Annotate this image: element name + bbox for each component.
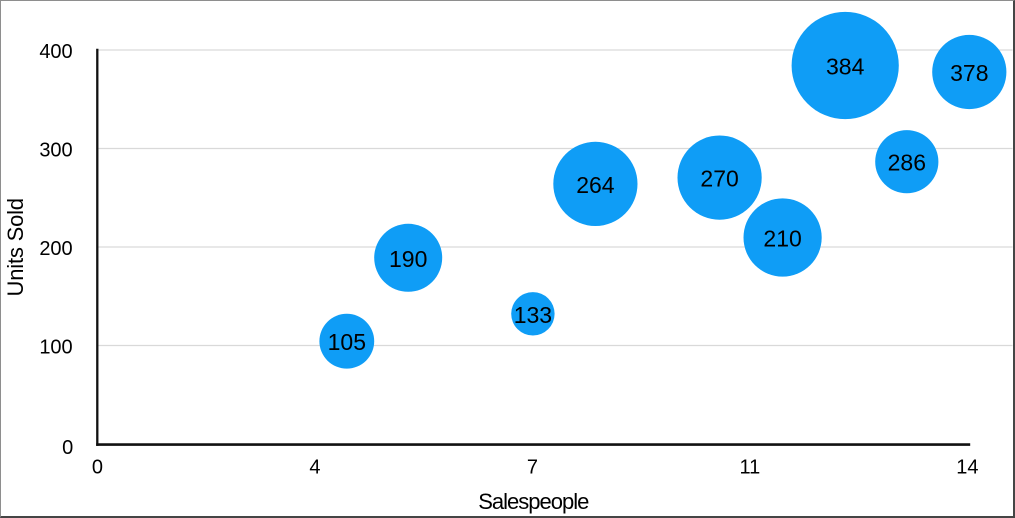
svg-text:0: 0 [92, 456, 103, 478]
svg-text:210: 210 [763, 226, 801, 252]
svg-text:200: 200 [39, 238, 72, 260]
svg-text:105: 105 [328, 329, 366, 355]
svg-text:Units Sold: Units Sold [3, 198, 28, 296]
svg-text:190: 190 [389, 246, 427, 272]
svg-text:133: 133 [514, 302, 552, 328]
svg-text:4: 4 [309, 456, 320, 478]
svg-text:11: 11 [740, 456, 761, 478]
svg-text:384: 384 [826, 54, 865, 80]
svg-text:300: 300 [39, 140, 72, 162]
svg-text:270: 270 [700, 166, 738, 192]
svg-text:286: 286 [888, 150, 926, 176]
svg-text:14: 14 [956, 456, 978, 478]
svg-text:0: 0 [62, 437, 73, 459]
svg-text:378: 378 [950, 60, 988, 86]
svg-text:100: 100 [39, 337, 72, 359]
svg-text:7: 7 [527, 456, 538, 478]
svg-text:400: 400 [39, 41, 72, 63]
svg-text:Salespeople: Salespeople [478, 489, 589, 514]
svg-text:264: 264 [576, 172, 615, 198]
